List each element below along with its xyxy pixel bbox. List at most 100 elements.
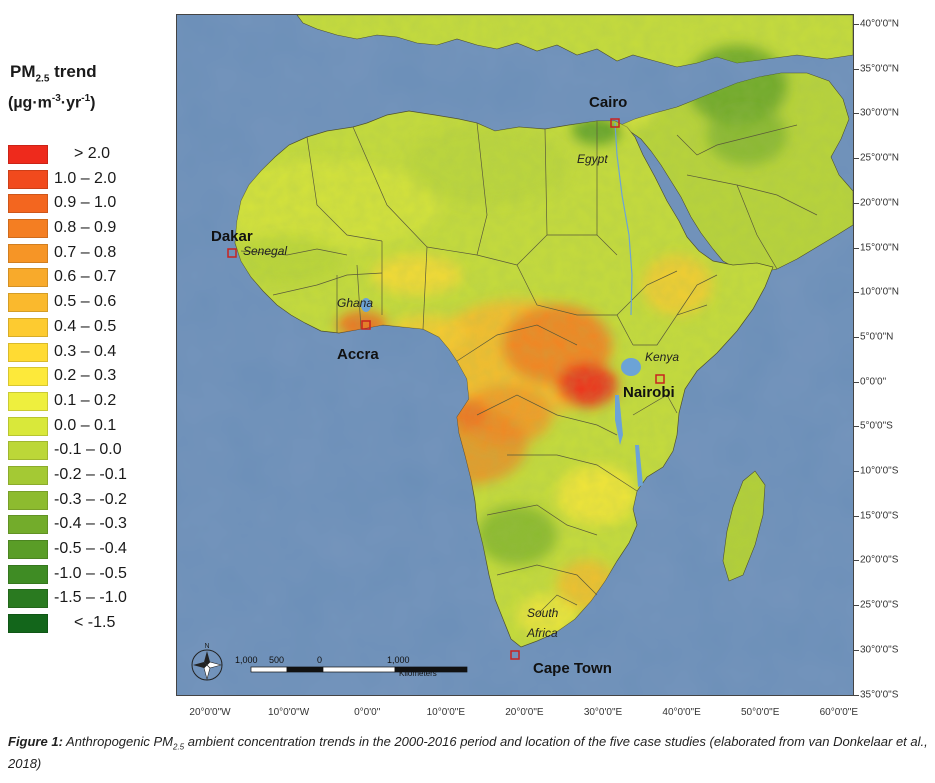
country-label: Kenya <box>645 350 679 364</box>
legend-swatch <box>8 465 48 485</box>
country-border <box>633 304 708 346</box>
latitude-tick <box>854 336 859 338</box>
city-marker <box>227 248 237 258</box>
lake-tanganyika <box>615 395 623 445</box>
compass-n-label: N <box>204 643 209 650</box>
lake-victoria <box>621 358 641 376</box>
country-label: Senegal <box>243 244 287 258</box>
longitude-label: 20°0'0"W <box>189 707 231 718</box>
legend-swatch <box>8 490 48 510</box>
legend-item: 0.7 – 0.8 <box>8 242 173 267</box>
country-border <box>476 394 618 436</box>
legend-label: -1.0 – -0.5 <box>54 564 127 582</box>
country-border <box>352 126 428 248</box>
legend-label: 1.0 – 2.0 <box>54 169 117 187</box>
legend-label: 0.3 – 0.4 <box>54 342 117 360</box>
latitude-label: 35°0'0"N <box>860 63 899 75</box>
scale-bar <box>250 666 468 673</box>
city-label: Accra <box>337 346 379 363</box>
legend-label: 0.8 – 0.9 <box>54 219 117 237</box>
legend-label: > 2.0 <box>74 145 111 162</box>
latitude-labels: 40°0'0"N 35°0'0"N 30°0'0"N 25°0'0"N 20°0'0"N… <box>854 0 935 700</box>
city-marker <box>610 118 620 128</box>
legend-item: 1.0 – 2.0 <box>8 168 173 193</box>
latitude-label: 30°0'0"N <box>860 107 899 119</box>
city-label: Cape Town <box>533 660 612 677</box>
country-border <box>496 564 598 596</box>
lake-malawi <box>635 445 643 487</box>
legend-item: -0.3 – -0.2 <box>8 489 173 514</box>
city-markers <box>227 118 665 660</box>
legend-swatch <box>8 589 48 609</box>
latitude-label: 25°0'0"S <box>860 599 899 611</box>
longitude-labels: 20°0'0"W 10°0'0"W 0°0'0" 10°0'0"E 20°0'0"E 30… <box>0 707 935 727</box>
legend-swatch <box>8 441 48 461</box>
country-border <box>686 174 818 216</box>
latitude-label: 15°0'0"S <box>860 510 899 522</box>
country-borders <box>240 121 818 616</box>
legend-title: PM2.5 trend (µg·m-3·yr-1) <box>8 62 97 112</box>
scale-labels: 1,000 500 0 1,000 Kilometers <box>235 655 437 678</box>
legend-label: -0.1 – 0.0 <box>54 441 122 459</box>
legend-item: 0.3 – 0.4 <box>8 341 173 366</box>
legend-swatch <box>8 342 48 362</box>
longitude-label: 10°0'0"E <box>426 707 465 718</box>
longitude-label: 10°0'0"W <box>268 707 310 718</box>
legend-label: 0.0 – 0.1 <box>54 416 117 434</box>
latitude-label: 30°0'0"S <box>860 644 899 656</box>
country-label: Ghana <box>337 296 373 310</box>
legend-label: -0.3 – -0.2 <box>54 490 127 508</box>
legend-item: 0.9 – 1.0 <box>8 192 173 217</box>
legend-item: 0.6 – 0.7 <box>8 266 173 291</box>
legend-item: < -1.5 <box>8 612 173 637</box>
longitude-label: 40°0'0"E <box>662 707 701 718</box>
latitude-tick <box>854 605 859 607</box>
legend-item: 0.2 – 0.3 <box>8 365 173 390</box>
country-border <box>676 274 718 316</box>
latitude-label: 40°0'0"N <box>860 18 899 30</box>
legend-label: -0.4 – -0.3 <box>54 515 127 533</box>
scale-tick-label: 0 <box>317 655 322 665</box>
latitude-tick <box>854 24 859 25</box>
legend-item: -1.0 – -0.5 <box>8 563 173 588</box>
legend-label: -0.5 – -0.4 <box>54 540 127 557</box>
latitude-label: 15°0'0"N <box>860 242 899 253</box>
legend-swatch <box>8 367 48 387</box>
legend-swatch <box>8 243 48 263</box>
legend-item: -0.5 – -0.4 <box>8 538 173 563</box>
legend-label: 0.2 – 0.3 <box>54 367 117 385</box>
latitude-tick <box>854 515 859 517</box>
scale-unit-label: Kilometers <box>399 669 437 678</box>
latitude-label: 10°0'0"S <box>860 465 899 477</box>
legend-swatch <box>8 614 48 634</box>
longitude-label: 60°0'0"E <box>819 707 858 718</box>
country-border <box>516 264 634 346</box>
city-label: Cairo <box>589 94 627 111</box>
latitude-tick <box>854 560 859 562</box>
legend-item: 0.8 – 0.9 <box>8 217 173 242</box>
legend-swatch <box>8 194 48 214</box>
legend-item: -0.2 – -0.1 <box>8 464 173 489</box>
country-border <box>616 270 678 316</box>
legend-swatch <box>8 293 48 313</box>
legend-swatch <box>8 169 48 189</box>
latitude-tick <box>854 68 859 70</box>
legend-label: < -1.5 <box>74 614 116 632</box>
longitude-label: 20°0'0"E <box>505 707 544 718</box>
legend-swatch <box>8 317 48 337</box>
country-border <box>486 504 598 536</box>
africa-map: Cairo Dakar Accra Nairobi Cape Town Egypt Sene… <box>176 14 854 696</box>
latitude-label: 20°0'0"N <box>860 197 899 209</box>
latitude-label: 20°0'0"S <box>860 554 899 566</box>
legend-item: -0.4 – -0.3 <box>8 513 173 538</box>
figure-caption: Figure 1: Anthropogenic PM2.5 ambient co… <box>8 734 928 771</box>
scale-tick-label: 500 <box>269 655 284 665</box>
country-border <box>356 264 362 330</box>
legend-item: 0.5 – 0.6 <box>8 291 173 316</box>
legend-swatch <box>8 515 48 535</box>
scale-tick-label: 1,000 <box>387 655 410 665</box>
latitude-tick <box>854 649 859 651</box>
country-border <box>476 122 488 256</box>
latitude-tick <box>854 292 859 294</box>
legend-swatch <box>8 416 48 436</box>
